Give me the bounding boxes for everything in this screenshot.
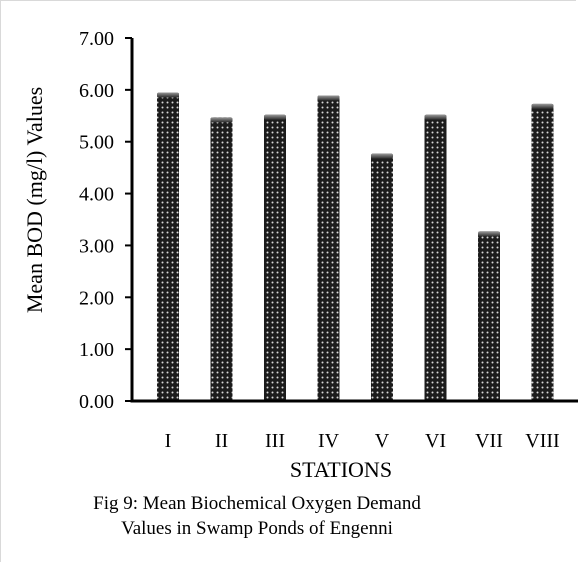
y-tick-label: 6.00	[79, 80, 114, 102]
bar-VII	[478, 231, 500, 401]
bar-III	[264, 114, 286, 402]
caption-line-2: Values in Swamp Ponds of Engenni	[121, 518, 393, 539]
x-tick-label-II: II	[215, 430, 228, 452]
y-tick-label: 1.00	[79, 339, 114, 361]
bar-cap-IV	[317, 95, 340, 101]
y-tick-label: 4.00	[79, 184, 114, 206]
bar-I	[157, 92, 179, 401]
bar-cap-VIII	[531, 103, 554, 109]
x-tick-label-III: III	[265, 430, 285, 452]
bar-cap-VII	[478, 231, 500, 237]
bars-group	[157, 92, 554, 402]
x-axis-title: STATIONS	[290, 457, 392, 482]
bar-cap-VI	[424, 114, 447, 120]
bar-cap-III	[264, 114, 286, 120]
bar-cap-V	[371, 153, 393, 159]
y-tick-label: 0.00	[79, 391, 114, 413]
x-tick-label-V: V	[375, 430, 390, 452]
bar-VIII	[531, 103, 554, 401]
y-tick-label: 3.00	[79, 235, 114, 257]
labels-group: 0.001.002.003.004.005.006.007.00I II III IV…	[22, 28, 560, 482]
caption-line-1: Fig 9: Mean Biochemical Oxygen Demand	[93, 493, 421, 514]
x-tick-label-VII: VII	[475, 430, 503, 452]
bar-V	[371, 153, 393, 401]
y-tick-label: 7.00	[79, 28, 114, 50]
y-axis-title: Mean BOD (mg/l) Values	[22, 87, 47, 313]
axes-group	[125, 37, 578, 403]
x-tick-label-VIII: VIII	[525, 430, 559, 452]
bar-VI	[424, 114, 447, 402]
y-tick-label: 2.00	[79, 287, 114, 309]
bar-cap-II	[210, 117, 233, 123]
figure-caption: Fig 9: Mean Biochemical Oxygen Demand Va…	[0, 491, 514, 541]
y-tick-label: 5.00	[79, 132, 114, 154]
bar-cap-I	[157, 92, 179, 98]
x-tick-label-I: I	[165, 430, 172, 452]
x-tick-label-VI: VI	[425, 430, 446, 452]
x-tick-label-IV: IV	[318, 430, 340, 452]
bar-IV	[317, 95, 340, 401]
bar-II	[210, 117, 233, 401]
